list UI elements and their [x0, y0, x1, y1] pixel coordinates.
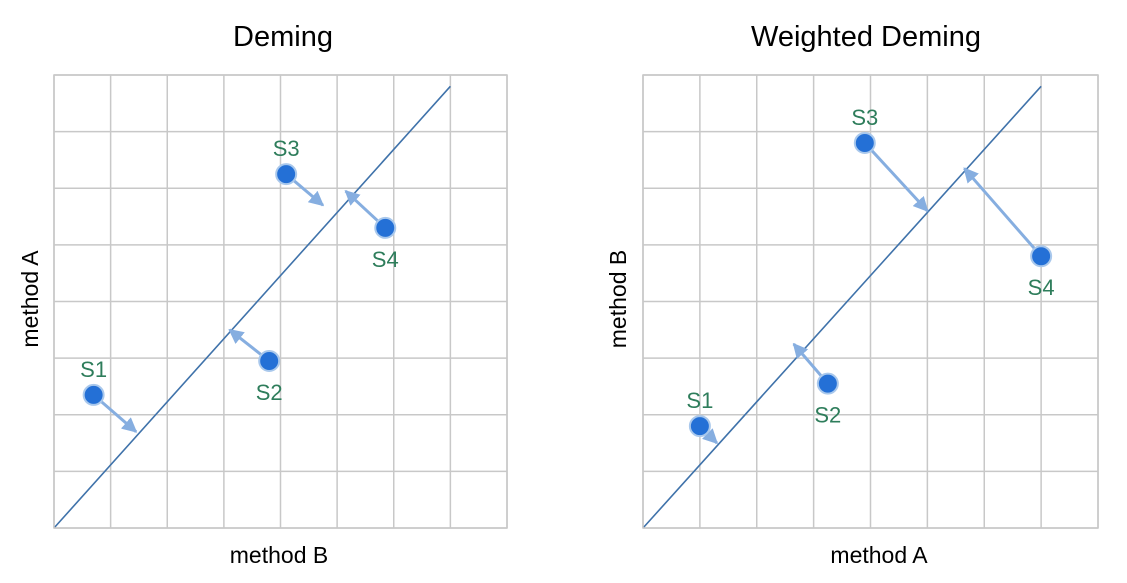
sample-points: S1 S2 S3 S4 — [80, 136, 399, 406]
residual-arrow-s2 — [228, 328, 263, 356]
sample-point-s2 — [258, 349, 281, 372]
panel-title: Weighted Deming — [751, 21, 981, 53]
plot-border — [53, 74, 508, 529]
residual-arrow-s1 — [100, 400, 138, 433]
deming-panel: Deming S1 S2 S3 S4 method B method A — [17, 21, 508, 568]
sample-points: S1 S2 S3 S4 — [686, 105, 1055, 438]
residual-arrow-s3 — [870, 149, 929, 213]
residual-arrow-s1 — [702, 428, 719, 445]
weighted-deming-panel: Weighted Deming S1 S2 S3 S4 method A method… — [605, 21, 1099, 568]
point-label: S1 — [686, 388, 713, 413]
sample-point-s1 — [688, 415, 711, 438]
residual-arrow-s2 — [792, 342, 823, 378]
y-axis-label: method B — [605, 250, 631, 348]
plot-border — [642, 74, 1099, 529]
point-label: S1 — [80, 357, 107, 382]
point-label: S4 — [372, 247, 399, 272]
sample-point-s3 — [275, 163, 298, 186]
residual-arrow-s3 — [292, 179, 325, 207]
sample-point-s2 — [816, 372, 839, 395]
panel-title: Deming — [233, 21, 333, 53]
point-label: S4 — [1028, 275, 1055, 300]
point-label: S3 — [851, 105, 878, 130]
sample-point-s3 — [853, 131, 876, 154]
residual-arrow-s4 — [963, 167, 1036, 250]
point-label: S3 — [273, 136, 300, 161]
sample-point-s4 — [374, 216, 397, 239]
residual-arrows — [100, 179, 379, 433]
point-label: S2 — [814, 403, 841, 428]
residual-arrow-s4 — [344, 189, 379, 223]
x-axis-label: method B — [230, 542, 328, 568]
x-axis-label: method A — [830, 542, 928, 568]
residual-arrows — [702, 149, 1036, 445]
y-axis-label: method A — [17, 250, 43, 348]
point-label: S2 — [256, 380, 283, 405]
regression-line — [642, 85, 1042, 529]
regression-line — [53, 85, 451, 529]
sample-point-s1 — [82, 383, 105, 406]
sample-point-s4 — [1030, 245, 1053, 268]
